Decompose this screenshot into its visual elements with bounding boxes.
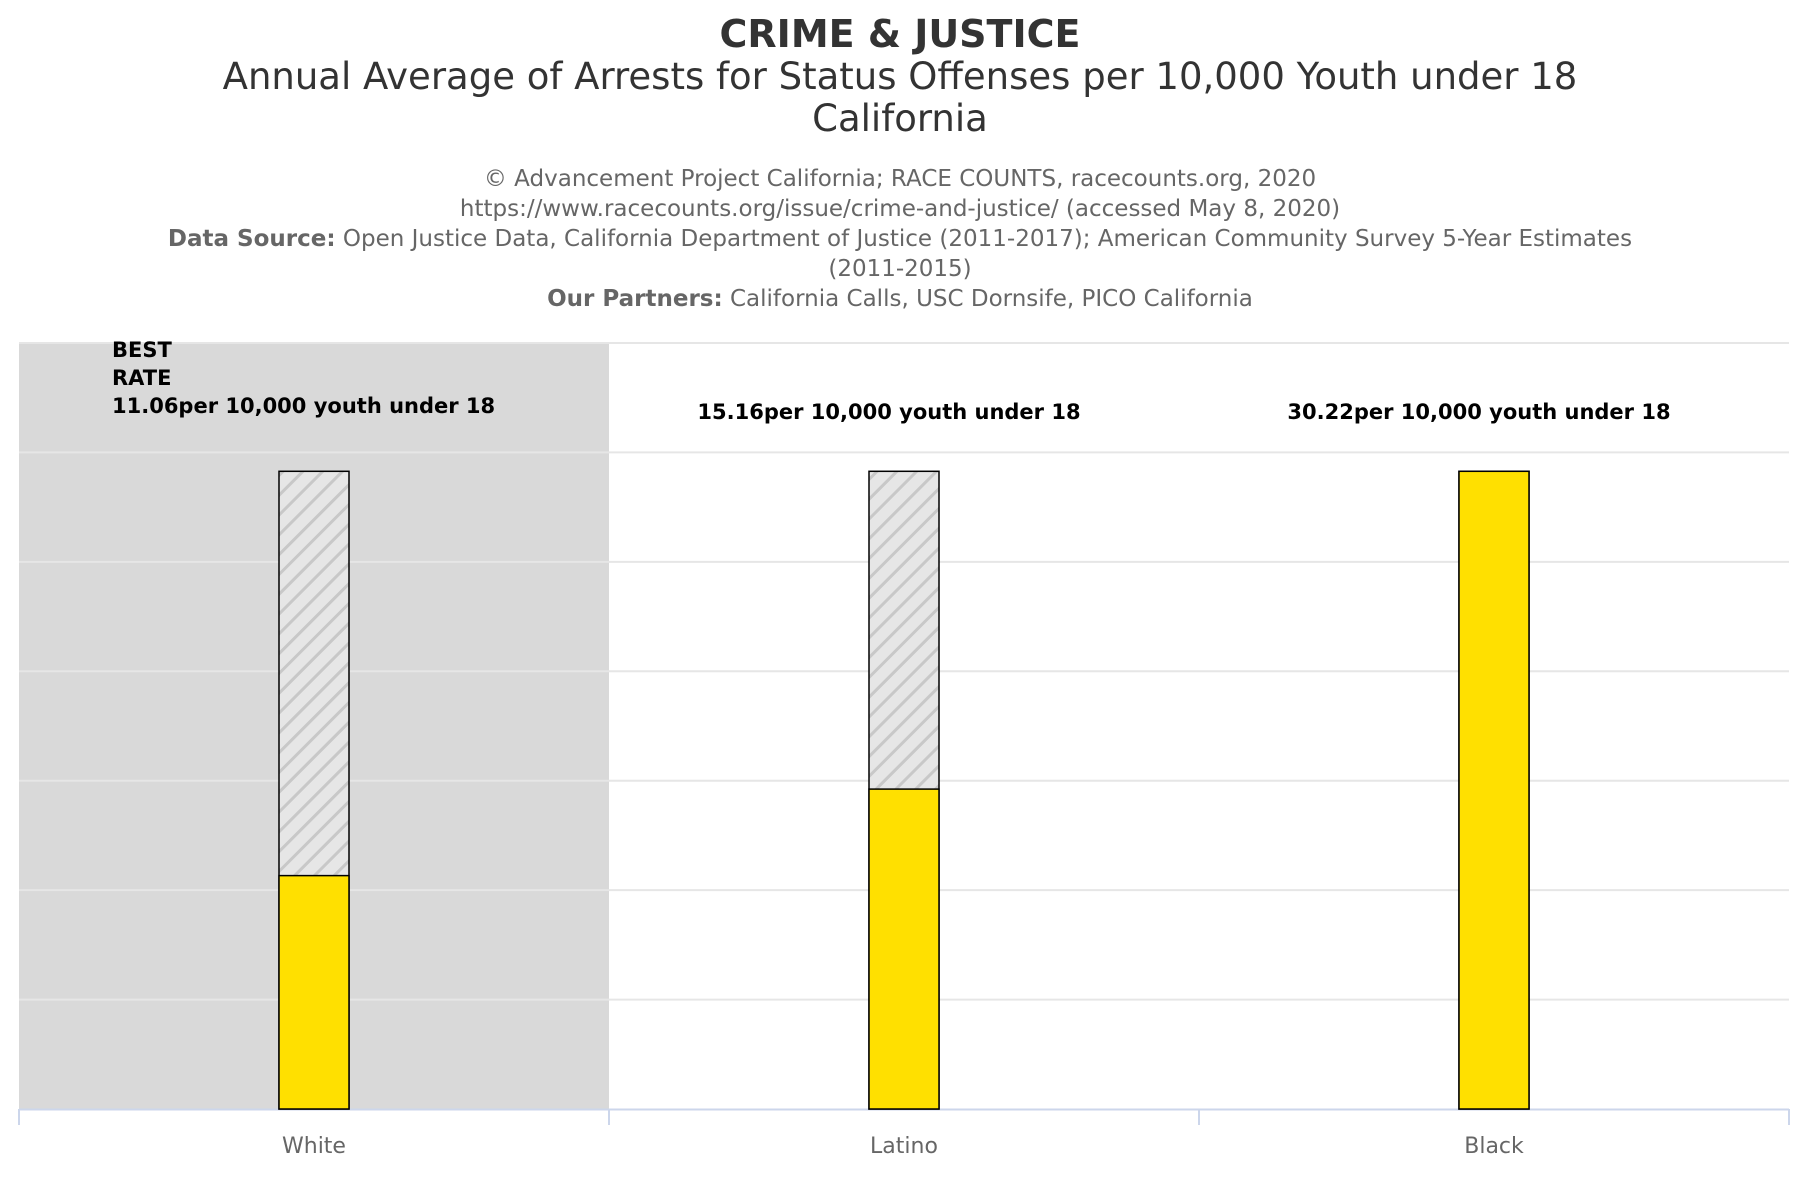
best-rate-label: RATE bbox=[112, 366, 171, 390]
chart-subtitle: Annual Average of Arrests for Status Off… bbox=[0, 56, 1800, 140]
chart-credits: © Advancement Project California; RACE C… bbox=[140, 164, 1660, 314]
plot-area: White BEST RATE 11.06per 10,000 youth under… bbox=[18, 338, 1790, 1159]
data-source-text: Open Justice Data, California Department… bbox=[342, 226, 1633, 282]
category-label: White bbox=[282, 1134, 346, 1159]
category-label: Black bbox=[1464, 1134, 1524, 1159]
best-rate-label: BEST bbox=[112, 338, 172, 362]
chart-title: CRIME & JUSTICE bbox=[719, 12, 1081, 56]
partners-text: California Calls, USC Dornsife, PICO Cal… bbox=[730, 286, 1253, 312]
category-label: Latino bbox=[870, 1134, 938, 1159]
data-label: 15.16per 10,000 youth under 18 bbox=[697, 400, 1080, 424]
credit-copyright: © Advancement Project California; RACE C… bbox=[483, 166, 1317, 192]
value-bar bbox=[868, 788, 940, 1110]
data-label: 30.22per 10,000 youth under 18 bbox=[1287, 400, 1670, 424]
value-bar bbox=[1458, 470, 1530, 1110]
data-label: 11.06per 10,000 youth under 18 bbox=[112, 394, 495, 418]
subtitle-line-1: Annual Average of Arrests for Status Off… bbox=[222, 55, 1578, 98]
data-source-label: Data Source: bbox=[167, 226, 336, 252]
credit-url: https://www.racecounts.org/issue/crime-a… bbox=[459, 196, 1341, 222]
partners: Our Partners: California Calls, USC Dorn… bbox=[140, 284, 1660, 314]
subtitle-line-2: California bbox=[812, 97, 988, 140]
value-bar bbox=[278, 874, 350, 1110]
data-source: Data Source: Open Justice Data, Californ… bbox=[140, 224, 1660, 284]
partners-label: Our Partners: bbox=[547, 286, 723, 312]
